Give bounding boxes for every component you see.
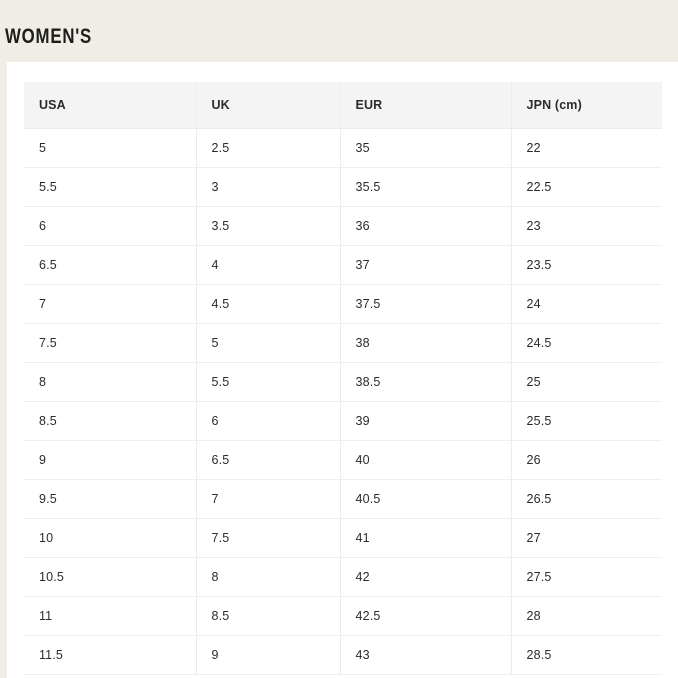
table-row: 6 3.5 36 23 (24, 206, 662, 246)
table-row: 8 5.5 38.5 25 (24, 362, 662, 402)
cell-usa: 8 (24, 362, 197, 402)
cell-jpn: 25 (511, 362, 662, 402)
cell-usa: 11 (24, 596, 197, 636)
cell-uk: 3.5 (196, 206, 341, 246)
table-row: 10.5 8 42 27.5 (24, 557, 662, 597)
cell-usa: 8.5 (24, 401, 197, 441)
column-header-eur: EUR (340, 82, 512, 129)
cell-uk: 5.5 (196, 362, 341, 402)
cell-uk: 8.5 (196, 596, 341, 636)
cell-eur: 42 (340, 557, 512, 597)
cell-eur: 42.5 (340, 596, 512, 636)
cell-usa: 9.5 (24, 479, 197, 519)
size-chart-card: USA UK EUR JPN (cm) 5 2.5 35 22 5.5 3 35.5 22.5… (7, 62, 678, 678)
cell-jpn: 27 (511, 518, 662, 558)
table-row: 9 6.5 40 26 (24, 440, 662, 480)
column-header-usa: USA (24, 82, 197, 129)
cell-eur: 37.5 (340, 284, 512, 324)
cell-eur: 38 (340, 323, 512, 363)
table-body: 5 2.5 35 22 5.5 3 35.5 22.5 6 3.5 36 23 6.5 4 37 23.5 7 4… (24, 128, 662, 675)
cell-eur: 41 (340, 518, 512, 558)
cell-jpn: 26 (511, 440, 662, 480)
cell-usa: 7.5 (24, 323, 197, 363)
cell-usa: 5 (24, 128, 197, 168)
table-row: 11 8.5 42.5 28 (24, 596, 662, 636)
cell-eur: 37 (340, 245, 512, 285)
cell-usa: 7 (24, 284, 197, 324)
cell-usa: 6.5 (24, 245, 197, 285)
column-header-uk: UK (196, 82, 341, 129)
cell-eur: 35.5 (340, 167, 512, 207)
cell-eur: 40 (340, 440, 512, 480)
cell-eur: 40.5 (340, 479, 512, 519)
cell-jpn: 23.5 (511, 245, 662, 285)
table-row: 10 7.5 41 27 (24, 518, 662, 558)
column-header-jpn: JPN (cm) (511, 82, 662, 129)
table-row: 5.5 3 35.5 22.5 (24, 167, 662, 207)
table-row: 7 4.5 37.5 24 (24, 284, 662, 324)
table-row: 9.5 7 40.5 26.5 (24, 479, 662, 519)
cell-uk: 6 (196, 401, 341, 441)
cell-jpn: 25.5 (511, 401, 662, 441)
cell-usa: 9 (24, 440, 197, 480)
table-header-row: USA UK EUR JPN (cm) (24, 82, 662, 129)
cell-uk: 3 (196, 167, 341, 207)
cell-jpn: 28.5 (511, 635, 662, 675)
table-header: USA UK EUR JPN (cm) (24, 82, 662, 129)
cell-eur: 39 (340, 401, 512, 441)
cell-jpn: 22 (511, 128, 662, 168)
cell-jpn: 23 (511, 206, 662, 246)
table-row: 5 2.5 35 22 (24, 128, 662, 168)
cell-usa: 6 (24, 206, 197, 246)
cell-uk: 5 (196, 323, 341, 363)
cell-jpn: 28 (511, 596, 662, 636)
cell-usa: 10.5 (24, 557, 197, 597)
table-row: 11.5 9 43 28.5 (24, 635, 662, 675)
size-table-scroll-region[interactable]: USA UK EUR JPN (cm) 5 2.5 35 22 5.5 3 35.5 22.5… (24, 82, 662, 675)
cell-eur: 43 (340, 635, 512, 675)
size-conversion-table: USA UK EUR JPN (cm) 5 2.5 35 22 5.5 3 35.5 22.5… (24, 82, 662, 675)
cell-uk: 9 (196, 635, 341, 675)
table-row: 7.5 5 38 24.5 (24, 323, 662, 363)
cell-uk: 8 (196, 557, 341, 597)
cell-eur: 38.5 (340, 362, 512, 402)
cell-usa: 11.5 (24, 635, 197, 675)
cell-uk: 2.5 (196, 128, 341, 168)
table-row: 6.5 4 37 23.5 (24, 245, 662, 285)
cell-jpn: 24.5 (511, 323, 662, 363)
cell-eur: 36 (340, 206, 512, 246)
page-title: WOMEN'S (5, 25, 93, 48)
cell-jpn: 24 (511, 284, 662, 324)
cell-uk: 6.5 (196, 440, 341, 480)
cell-uk: 4.5 (196, 284, 341, 324)
cell-uk: 7.5 (196, 518, 341, 558)
cell-jpn: 22.5 (511, 167, 662, 207)
cell-jpn: 27.5 (511, 557, 662, 597)
cell-usa: 10 (24, 518, 197, 558)
cell-uk: 7 (196, 479, 341, 519)
cell-usa: 5.5 (24, 167, 197, 207)
cell-uk: 4 (196, 245, 341, 285)
table-row: 8.5 6 39 25.5 (24, 401, 662, 441)
cell-jpn: 26.5 (511, 479, 662, 519)
cell-eur: 35 (340, 128, 512, 168)
